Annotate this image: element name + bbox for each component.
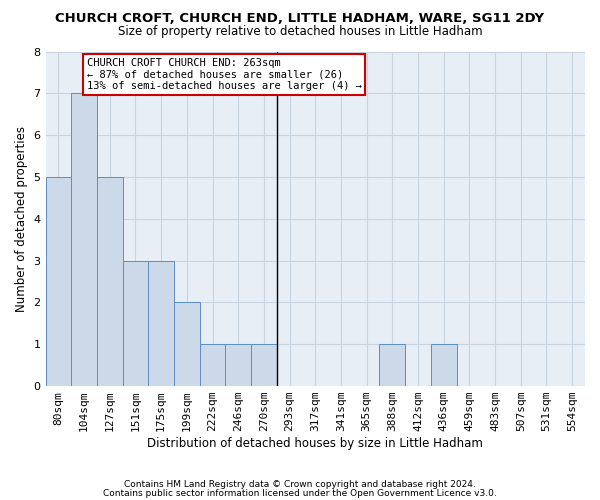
X-axis label: Distribution of detached houses by size in Little Hadham: Distribution of detached houses by size … [148, 437, 483, 450]
Text: Contains public sector information licensed under the Open Government Licence v3: Contains public sector information licen… [103, 488, 497, 498]
Bar [97, 177, 122, 386]
Bar [379, 344, 405, 386]
Bar [200, 344, 226, 386]
Bar [251, 344, 277, 386]
Bar [431, 344, 457, 386]
Bar [71, 94, 97, 386]
Bar [226, 344, 251, 386]
Bar [122, 260, 148, 386]
Bar [174, 302, 200, 386]
Text: CHURCH CROFT CHURCH END: 263sqm
← 87% of detached houses are smaller (26)
13% of: CHURCH CROFT CHURCH END: 263sqm ← 87% of… [86, 58, 362, 91]
Text: Contains HM Land Registry data © Crown copyright and database right 2024.: Contains HM Land Registry data © Crown c… [124, 480, 476, 489]
Text: CHURCH CROFT, CHURCH END, LITTLE HADHAM, WARE, SG11 2DY: CHURCH CROFT, CHURCH END, LITTLE HADHAM,… [55, 12, 545, 26]
Bar [148, 260, 174, 386]
Bar [46, 177, 71, 386]
Text: Size of property relative to detached houses in Little Hadham: Size of property relative to detached ho… [118, 25, 482, 38]
Y-axis label: Number of detached properties: Number of detached properties [15, 126, 28, 312]
